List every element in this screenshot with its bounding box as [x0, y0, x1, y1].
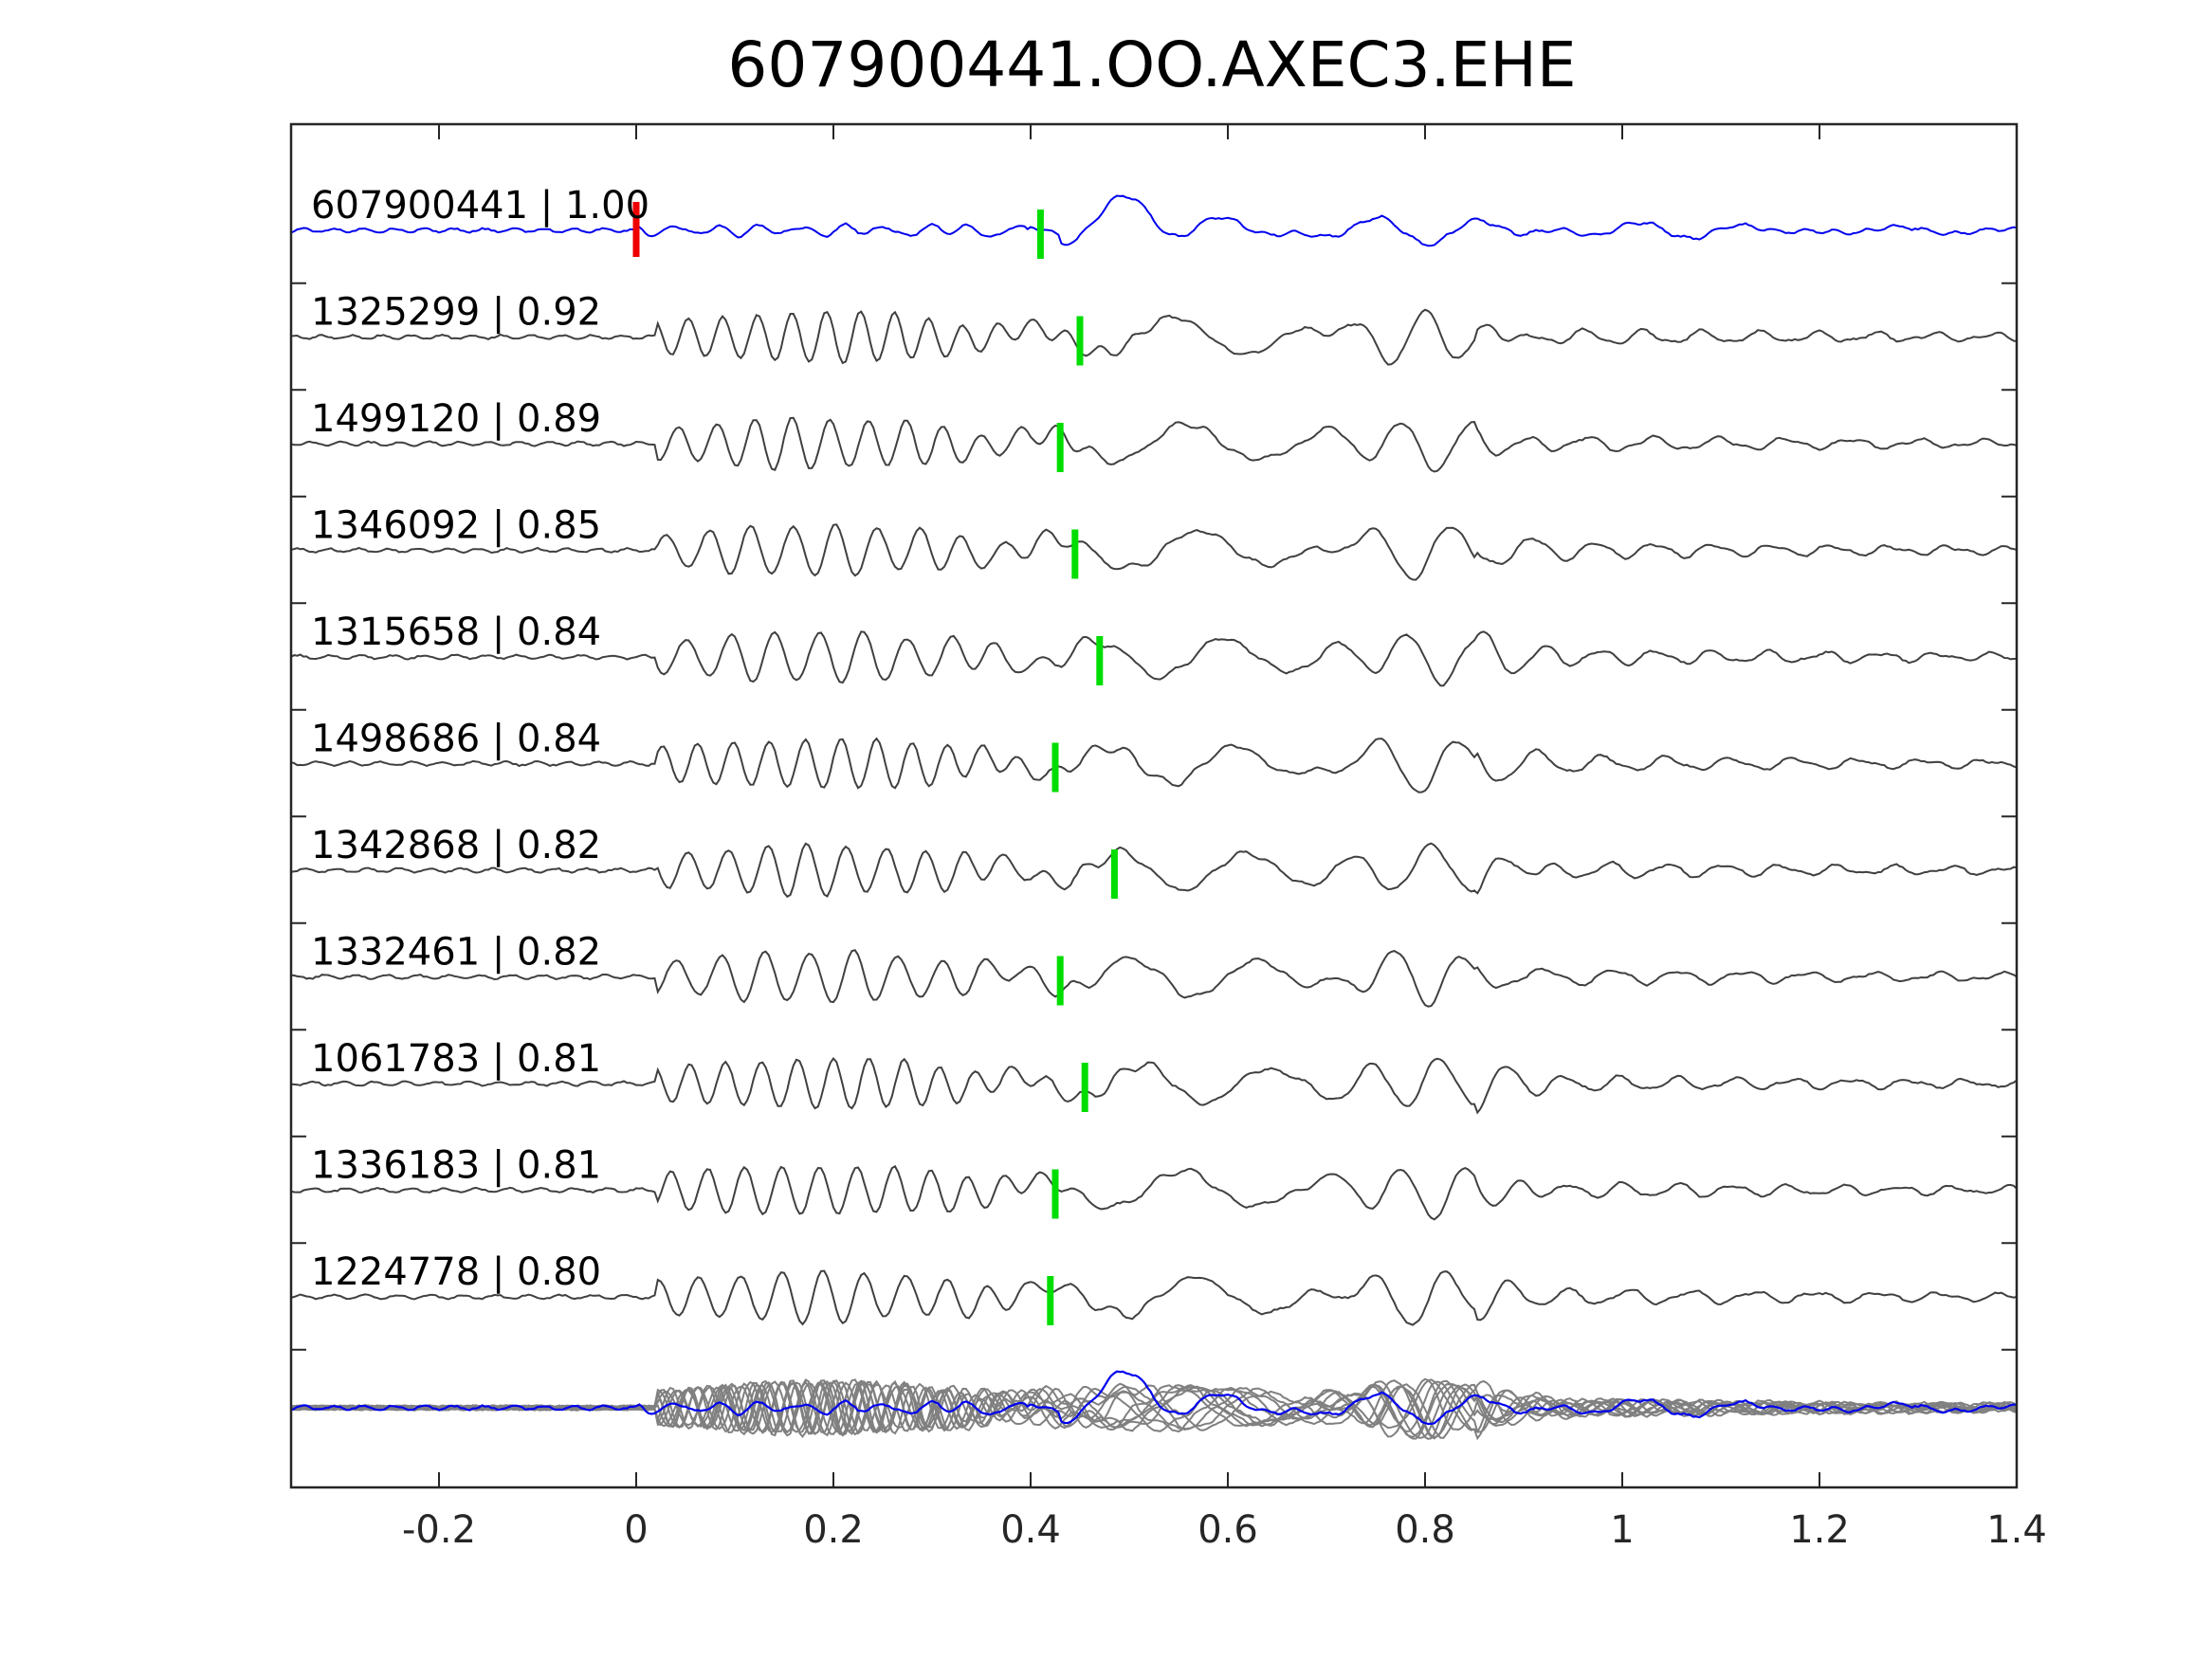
trace-label: 1224778 | 0.80 [311, 1250, 601, 1294]
x-tick-label: -0.2 [402, 1508, 476, 1552]
x-tick-label: 1.2 [1789, 1508, 1850, 1552]
trace-label: 1342868 | 0.82 [311, 824, 601, 867]
x-tick-label: 1.4 [1986, 1508, 2047, 1552]
trace-label: 1346092 | 0.85 [311, 504, 601, 548]
x-tick-label: 0.8 [1395, 1508, 1455, 1552]
neighbor-trace [290, 308, 2018, 366]
x-tick-label: 0 [624, 1508, 648, 1552]
neighbor-trace [290, 842, 2018, 899]
neighbor-trace [290, 523, 2018, 581]
trace-label: 1061783 | 0.81 [311, 1037, 601, 1081]
x-tick-label: 0.2 [803, 1508, 864, 1552]
neighbor-trace [290, 630, 2018, 687]
x-tick-label: 0.4 [1000, 1508, 1061, 1552]
x-tick-label: 1 [1610, 1508, 1634, 1552]
trace-label: 607900441 | 1.00 [311, 184, 649, 228]
trace-label: 1498686 | 0.84 [311, 718, 601, 761]
chart-title: 607900441.OO.AXEC3.EHE [727, 28, 1577, 101]
neighbor-trace [290, 1164, 2018, 1221]
stack-overlay-master-trace [290, 1370, 2018, 1426]
trace-label: 1336183 | 0.81 [311, 1144, 601, 1188]
plot-frame [289, 122, 2019, 1489]
neighbor-trace [290, 1057, 2018, 1115]
neighbor-trace [290, 416, 2018, 473]
trace-label: 1332461 | 0.82 [311, 931, 601, 975]
trace-label: 1499120 | 0.89 [311, 397, 601, 441]
x-tick-label: 0.6 [1197, 1508, 1258, 1552]
stack-overlay-trace [290, 1379, 2018, 1439]
neighbor-trace [290, 949, 2018, 1008]
master-trace [290, 194, 2018, 247]
trace-label: 1325299 | 0.92 [311, 291, 601, 335]
neighbor-trace [290, 737, 2018, 793]
neighbor-trace [290, 1269, 2018, 1326]
trace-label: 1315658 | 0.84 [311, 611, 601, 654]
